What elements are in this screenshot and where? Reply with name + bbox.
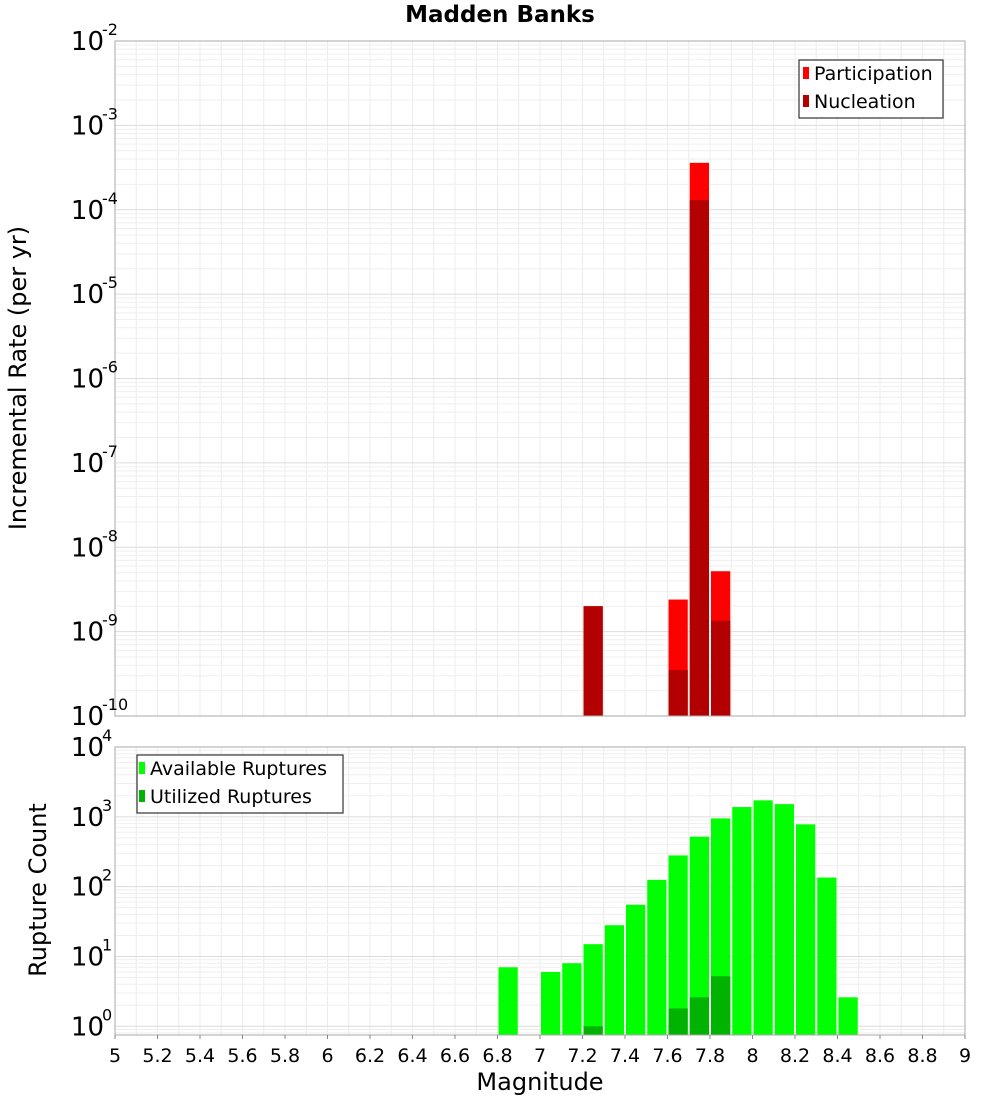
bar-available-ruptures: [689, 836, 709, 1035]
legend-label: Nucleation: [814, 91, 916, 113]
y-tick-label: 10: [71, 280, 104, 310]
legend-label: Participation: [814, 63, 933, 85]
y-tick-exponent: -6: [102, 358, 118, 377]
bar-available-ruptures: [753, 800, 773, 1035]
x-tick-label: 8.2: [780, 1045, 810, 1067]
bar-available-ruptures: [604, 925, 624, 1035]
x-tick-label: 5.6: [227, 1045, 257, 1067]
y-tick-exponent: 2: [102, 866, 112, 885]
y-tick-label: 10: [71, 942, 104, 972]
legend-swatch: [139, 790, 145, 802]
x-tick-label: 5.8: [270, 1045, 300, 1067]
x-tick-label: 5: [109, 1045, 121, 1067]
y-tick-label: 10: [71, 27, 104, 57]
y-tick-label: 10: [71, 1012, 104, 1042]
y-tick-exponent: -9: [102, 611, 118, 630]
legend-swatch: [803, 95, 809, 107]
y-tick-exponent: 4: [102, 726, 112, 745]
x-tick-label: 7.8: [695, 1045, 725, 1067]
y-tick-label: 10: [71, 803, 104, 833]
bar-utilized-ruptures: [583, 1026, 603, 1035]
x-tick-label: 8.8: [907, 1045, 937, 1067]
y-tick-exponent: -7: [102, 442, 118, 461]
x-tick-label: 8.4: [822, 1045, 852, 1067]
y-tick-exponent: -10: [102, 695, 128, 714]
bar-available-ruptures: [562, 963, 582, 1035]
x-tick-label: 6: [321, 1045, 333, 1067]
plot-frame-0: [114, 40, 966, 717]
x-tick-label: 7.2: [567, 1045, 597, 1067]
y-tick-exponent: 3: [102, 796, 112, 815]
bar-available-ruptures: [626, 904, 646, 1035]
y-tick-exponent: 1: [102, 935, 112, 954]
x-tick-label: 6.6: [440, 1045, 470, 1067]
bar-nucleation: [711, 620, 731, 716]
legend-swatch: [803, 67, 809, 79]
y-tick-label: 10: [71, 702, 104, 732]
y-tick-label: 10: [71, 365, 104, 395]
bottom-y-axis-title: Rupture Count: [24, 803, 52, 977]
bar-available-ruptures: [647, 879, 667, 1035]
bar-available-ruptures: [668, 855, 688, 1035]
bar-utilized-ruptures: [711, 976, 731, 1035]
y-tick-exponent: -5: [102, 273, 118, 292]
top-y-axis-title: Incremental Rate (per yr): [4, 226, 32, 530]
x-tick-label: 5.2: [142, 1045, 172, 1067]
bar-available-ruptures: [838, 997, 858, 1035]
bar-utilized-ruptures: [689, 997, 709, 1035]
x-tick-label: 6.4: [397, 1045, 427, 1067]
x-tick-label: 7.4: [610, 1045, 640, 1067]
legend-label: Available Ruptures: [150, 758, 327, 780]
bar-nucleation: [689, 200, 709, 716]
legend-box: [798, 59, 944, 119]
y-tick-label: 10: [71, 618, 104, 648]
x-tick-label: 9: [959, 1045, 971, 1067]
bar-nucleation: [668, 670, 688, 716]
y-tick-label: 10: [71, 533, 104, 563]
y-tick-exponent: 0: [102, 1005, 112, 1024]
x-tick-label: 7: [534, 1045, 546, 1067]
y-tick-label: 10: [71, 196, 104, 226]
bar-available-ruptures: [583, 944, 603, 1035]
x-tick-label: 8.6: [865, 1045, 895, 1067]
x-tick-label: 5.4: [185, 1045, 215, 1067]
y-tick-label: 10: [71, 449, 104, 479]
legend-swatch: [139, 762, 145, 774]
y-tick-label: 10: [71, 733, 104, 763]
bar-available-ruptures: [774, 804, 794, 1035]
bar-available-ruptures: [498, 967, 518, 1035]
y-tick-exponent: -4: [102, 189, 118, 208]
y-tick-label: 10: [71, 111, 104, 141]
y-tick-exponent: -8: [102, 526, 118, 545]
y-tick-exponent: -2: [102, 20, 118, 39]
x-tick-label: 7.6: [652, 1045, 682, 1067]
bar-available-ruptures: [541, 971, 561, 1035]
bar-utilized-ruptures: [668, 1008, 688, 1035]
chart-title: Madden Banks: [405, 2, 595, 28]
x-tick-label: 6.8: [482, 1045, 512, 1067]
bar-available-ruptures: [817, 877, 837, 1035]
x-axis-title: Magnitude: [476, 1068, 603, 1096]
bar-available-ruptures: [796, 824, 816, 1035]
bar-available-ruptures: [732, 807, 752, 1035]
legend-label: Utilized Ruptures: [150, 786, 312, 808]
y-tick-exponent: -3: [102, 104, 118, 123]
legend-box: [136, 754, 344, 814]
x-tick-label: 8: [746, 1045, 758, 1067]
x-tick-label: 6.2: [355, 1045, 385, 1067]
bar-nucleation: [583, 606, 603, 716]
y-tick-label: 10: [71, 873, 104, 903]
